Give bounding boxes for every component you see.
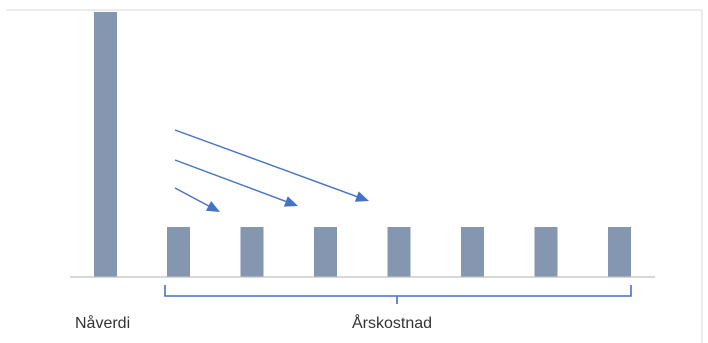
present-value-bar [94, 12, 117, 277]
discount-arrow [174, 159, 298, 207]
annual-cost-bar [314, 227, 337, 277]
annual-cost-bar [167, 227, 190, 277]
annual-cost-bar [461, 227, 484, 277]
annual-cost-bar [534, 227, 558, 277]
discount-arrow [174, 187, 220, 212]
arrow-group [174, 129, 369, 212]
annual-cost-bar [387, 227, 411, 277]
discount-arrow [174, 129, 369, 202]
annual-cost-bar [608, 227, 631, 277]
annual-cost-brace [164, 285, 632, 304]
annual-cost-label: Årskostnad [352, 315, 433, 332]
annual-cost-bar [240, 227, 264, 277]
present-value-label: Nåverdi [75, 315, 131, 332]
bar-group [94, 12, 631, 277]
